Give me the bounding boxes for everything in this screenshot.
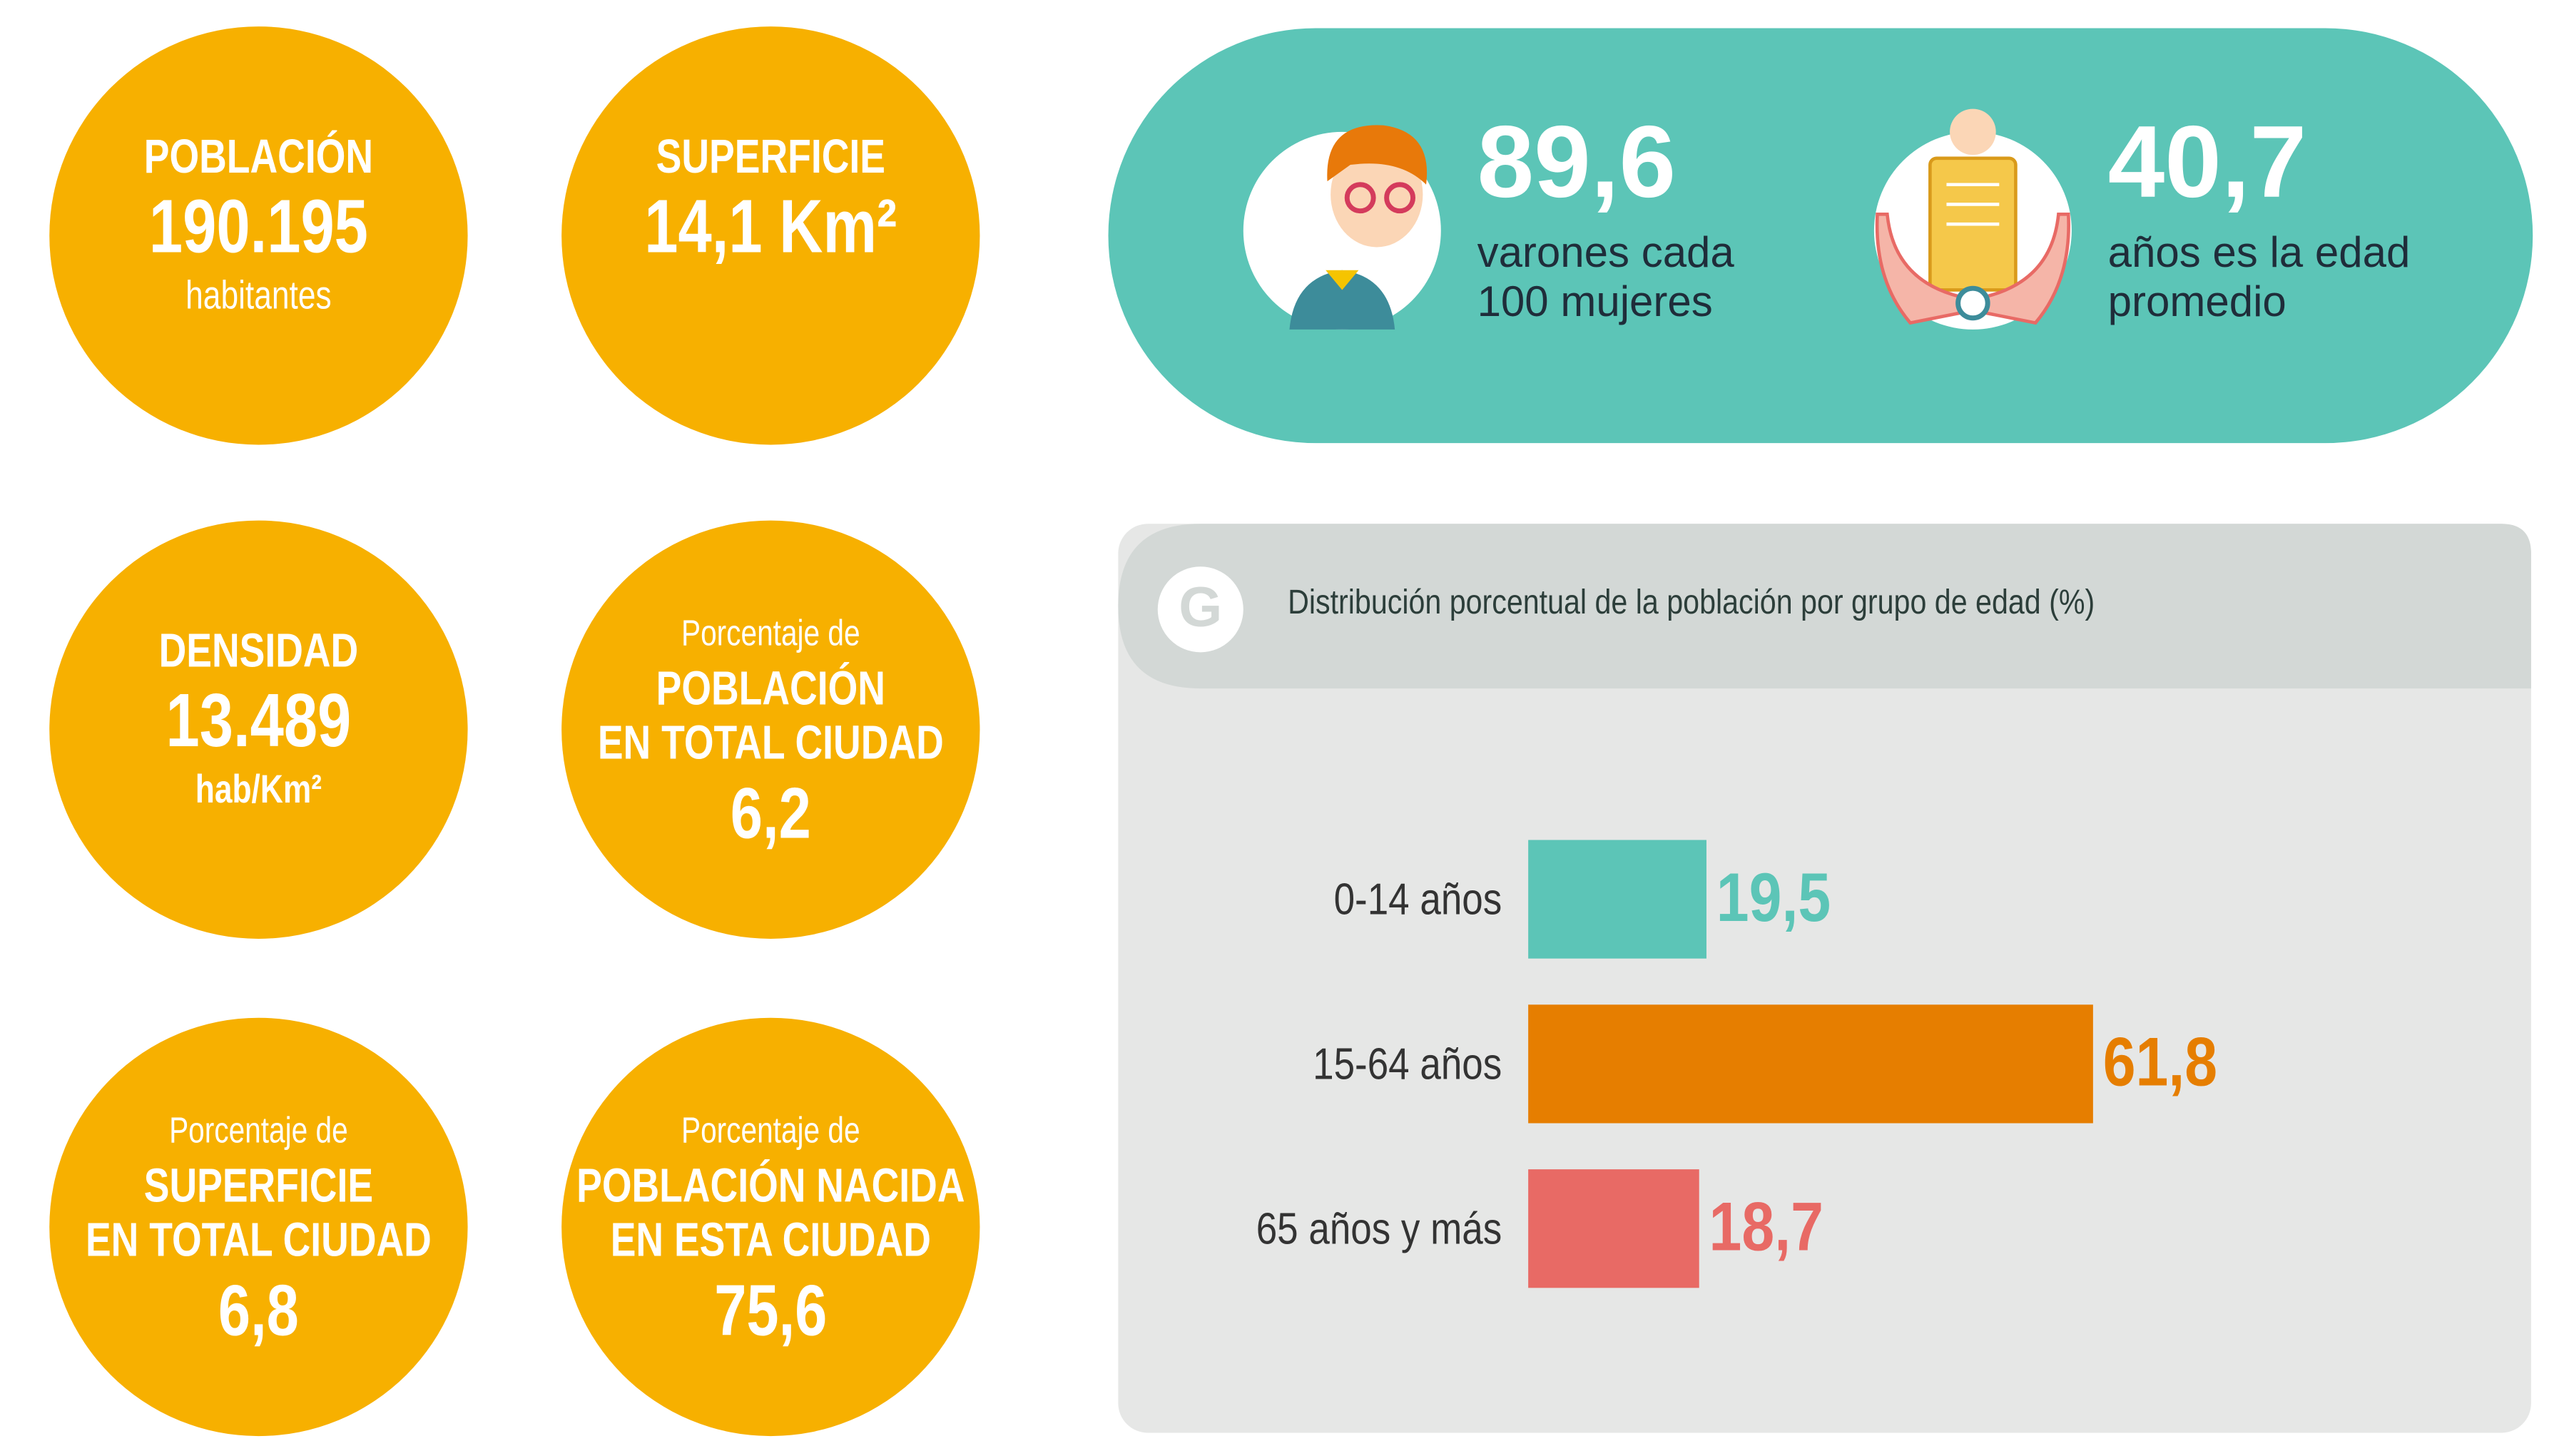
stat-intro: Porcentaje de xyxy=(681,1109,860,1150)
stat-title: POBLACIÓN NACIDA xyxy=(576,1159,965,1212)
category-label: 15-64 años xyxy=(1313,1040,1502,1089)
chart-title: Distribución porcentual de la población … xyxy=(1288,582,2095,621)
category-label: 0-14 años xyxy=(1334,875,1502,925)
highlight-text: años es la edad xyxy=(2108,228,2411,276)
stat-value: 13.489 xyxy=(166,678,352,763)
stat-circle xyxy=(49,26,468,445)
bar xyxy=(1528,1004,2093,1124)
bar-value-label: 19,5 xyxy=(1716,860,1831,937)
boy-icon xyxy=(1243,125,1441,330)
highlight-text: 100 mujeres xyxy=(1477,278,1713,325)
stat-title: POBLACIÓN xyxy=(144,129,373,183)
bar xyxy=(1528,840,1706,959)
category-label: 65 años y más xyxy=(1256,1204,1502,1253)
stat-title: DENSIDAD xyxy=(159,623,359,677)
highlight-text: promedio xyxy=(2108,278,2286,325)
bar-value-label: 61,8 xyxy=(2103,1024,2217,1101)
highlight-pill xyxy=(1108,28,2533,444)
bar-value-label: 18,7 xyxy=(1709,1188,1823,1266)
stat-circle xyxy=(561,520,980,939)
stat-title: POBLACIÓN xyxy=(656,661,885,715)
stat-circle xyxy=(49,1017,468,1437)
chart-header xyxy=(1118,524,2531,689)
badge-circle xyxy=(1157,566,1243,653)
stat-value: 6,8 xyxy=(218,1271,299,1351)
diploma-icon xyxy=(1873,108,2072,330)
stat-title: EN TOTAL CIUDAD xyxy=(86,1213,432,1266)
stat-circle xyxy=(561,26,980,445)
stat-circle xyxy=(561,1017,980,1437)
stat-unit: habitantes xyxy=(185,273,331,317)
stat-value: 190.195 xyxy=(149,185,368,269)
stat-title: SUPERFICIE xyxy=(656,129,885,183)
stat-value: 75,6 xyxy=(714,1271,827,1351)
stat-unit: hab/Km² xyxy=(195,767,322,811)
stat-title: EN ESTA CIUDAD xyxy=(611,1213,931,1266)
stat-title: SUPERFICIE xyxy=(144,1159,373,1212)
stat-intro: Porcentaje de xyxy=(681,612,860,653)
stat-value: 14,1 Km² xyxy=(644,185,897,269)
stat-title: EN TOTAL CIUDAD xyxy=(598,716,944,769)
stat-circle xyxy=(49,520,468,939)
chart-panel xyxy=(1118,524,2531,1433)
highlight-value: 40,7 xyxy=(2108,105,2307,219)
bar xyxy=(1528,1169,1699,1288)
stat-value: 6,2 xyxy=(731,773,811,854)
stat-intro: Porcentaje de xyxy=(169,1109,348,1150)
badge: G xyxy=(1179,575,1222,638)
highlight-text: varones cada xyxy=(1477,228,1735,276)
highlight-value: 89,6 xyxy=(1477,105,1677,219)
